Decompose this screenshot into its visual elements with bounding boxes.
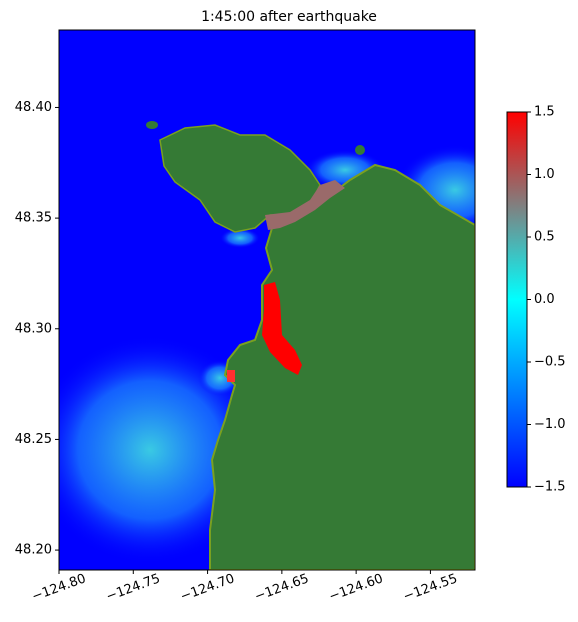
x-tick-label: −124.55 <box>401 571 459 604</box>
axes-frame <box>58 29 476 571</box>
x-tick-label: −124.60 <box>327 571 385 604</box>
y-tick-label: 48.30 <box>15 321 52 336</box>
y-tick-label: 48.25 <box>15 432 52 447</box>
colorbar-tick-label: −1.0 <box>534 417 566 432</box>
y-tick-label: 48.40 <box>15 100 52 115</box>
colorbar-tick-label: 1.0 <box>534 167 555 182</box>
colorbar-tick-label: 0.5 <box>534 230 555 245</box>
x-tick-label: −124.65 <box>253 571 311 604</box>
colorbar-tick-label: −1.5 <box>534 480 566 495</box>
x-tick-label: −124.80 <box>30 571 88 604</box>
chart-title: 1:45:00 after earthquake <box>201 9 377 25</box>
colorbar-tick-label: 0.0 <box>534 292 555 307</box>
x-tick-label: −124.70 <box>179 571 237 604</box>
x-tick-label: −124.75 <box>104 571 162 604</box>
colorbar-tick-label: 1.5 <box>534 105 555 120</box>
map <box>59 30 475 570</box>
colorbar <box>506 111 528 488</box>
colorbar-tick-label: −0.5 <box>534 355 566 370</box>
y-tick-label: 48.35 <box>15 211 52 226</box>
y-tick-label: 48.20 <box>15 543 52 558</box>
